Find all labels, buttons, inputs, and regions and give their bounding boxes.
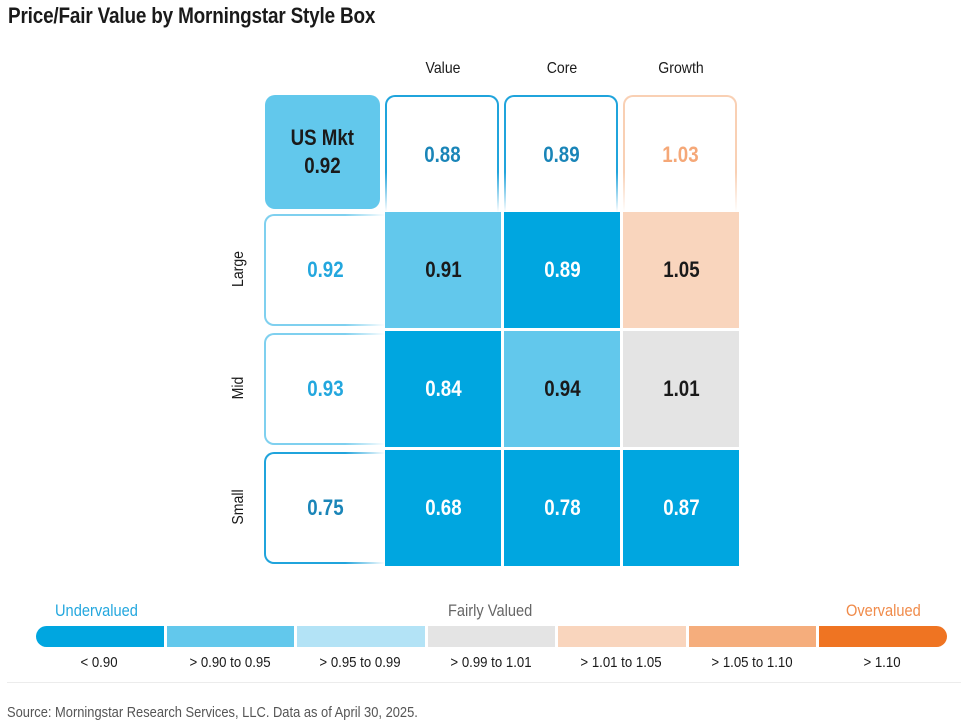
cell-value: 1.05 [662, 257, 700, 282]
column-total-value: 1.03 [661, 141, 699, 167]
style-box-cell-large-core: 0.89 [504, 212, 620, 328]
cell-value: 0.84 [424, 376, 462, 401]
row-total-mid: 0.93 [264, 333, 385, 445]
style-box-cell-large-growth: 1.05 [623, 212, 739, 328]
market-value: 0.92 [304, 153, 341, 178]
column-total-value: 0.88 [423, 141, 461, 167]
legend-swatch-6 [688, 626, 816, 647]
style-box-cell-mid-growth: 1.01 [623, 331, 739, 447]
legend-swatch-3 [297, 626, 425, 647]
style-box-cell-small-value: 0.68 [385, 450, 501, 566]
legend-fairly-valued-label: Fairly Valued [448, 601, 533, 620]
row-total-value: 0.93 [307, 376, 344, 401]
legend-swatch-1 [36, 626, 164, 647]
cell-value: 0.87 [662, 495, 700, 520]
legend-swatch-7 [819, 626, 947, 647]
legend-range-label-2: > 0.90 to 0.95 [188, 654, 271, 671]
row-label-small: Small [230, 489, 247, 525]
legend-range-label-6: > 1.05 to 1.10 [710, 654, 793, 671]
style-box-cell-small-growth: 0.87 [623, 450, 739, 566]
cell-value: 0.91 [424, 257, 462, 282]
legend-range-label-5: > 1.01 to 1.05 [580, 654, 662, 671]
chart-title: Price/Fair Value by Morningstar Style Bo… [8, 3, 376, 28]
style-box-cell-small-core: 0.78 [504, 450, 620, 566]
legend-overvalued-label: Overvalued [846, 601, 921, 620]
row-label-mid: Mid [230, 376, 247, 400]
legend-swatch-2 [166, 626, 294, 647]
column-total-growth: 1.03 [623, 95, 737, 212]
column-total-value: 0.89 [542, 141, 580, 167]
cell-value: 0.94 [543, 376, 581, 401]
legend-range-label-1: < 0.90 [80, 654, 118, 671]
legend-swatch-4 [427, 626, 555, 647]
legend-range-label-3: > 0.95 to 0.99 [319, 654, 401, 671]
column-total-value: 0.88 [385, 95, 499, 212]
row-label-large: Large [230, 251, 247, 288]
row-total-small: 0.75 [264, 452, 385, 564]
legend-range-label-7: > 1.10 [863, 654, 901, 671]
style-box-cell-mid-value: 0.84 [385, 331, 501, 447]
divider [7, 682, 961, 683]
market-label: US Mkt [290, 125, 355, 150]
row-total-large: 0.92 [264, 214, 385, 326]
column-header-growth: Growth [658, 60, 704, 77]
column-total-core: 0.89 [504, 95, 618, 212]
cell-value: 1.01 [662, 376, 700, 401]
legend-range-label-4: > 0.99 to 1.01 [449, 654, 532, 671]
column-header-core: Core [546, 60, 578, 77]
legend-undervalued-label: Undervalued [55, 601, 138, 620]
style-box-cell-large-value: 0.91 [385, 212, 501, 328]
cell-value: 0.68 [424, 495, 462, 520]
cell-value: 0.89 [543, 257, 581, 282]
cell-value: 0.78 [543, 495, 581, 520]
column-header-value: Value [425, 60, 461, 77]
market-total-cell: US Mkt 0.92 [265, 95, 380, 209]
legend-swatch-5 [558, 626, 686, 647]
style-box-cell-mid-core: 0.94 [504, 331, 620, 447]
row-total-value: 0.75 [307, 495, 344, 520]
row-total-value: 0.92 [307, 257, 344, 282]
source-note: Source: Morningstar Research Services, L… [7, 704, 418, 721]
